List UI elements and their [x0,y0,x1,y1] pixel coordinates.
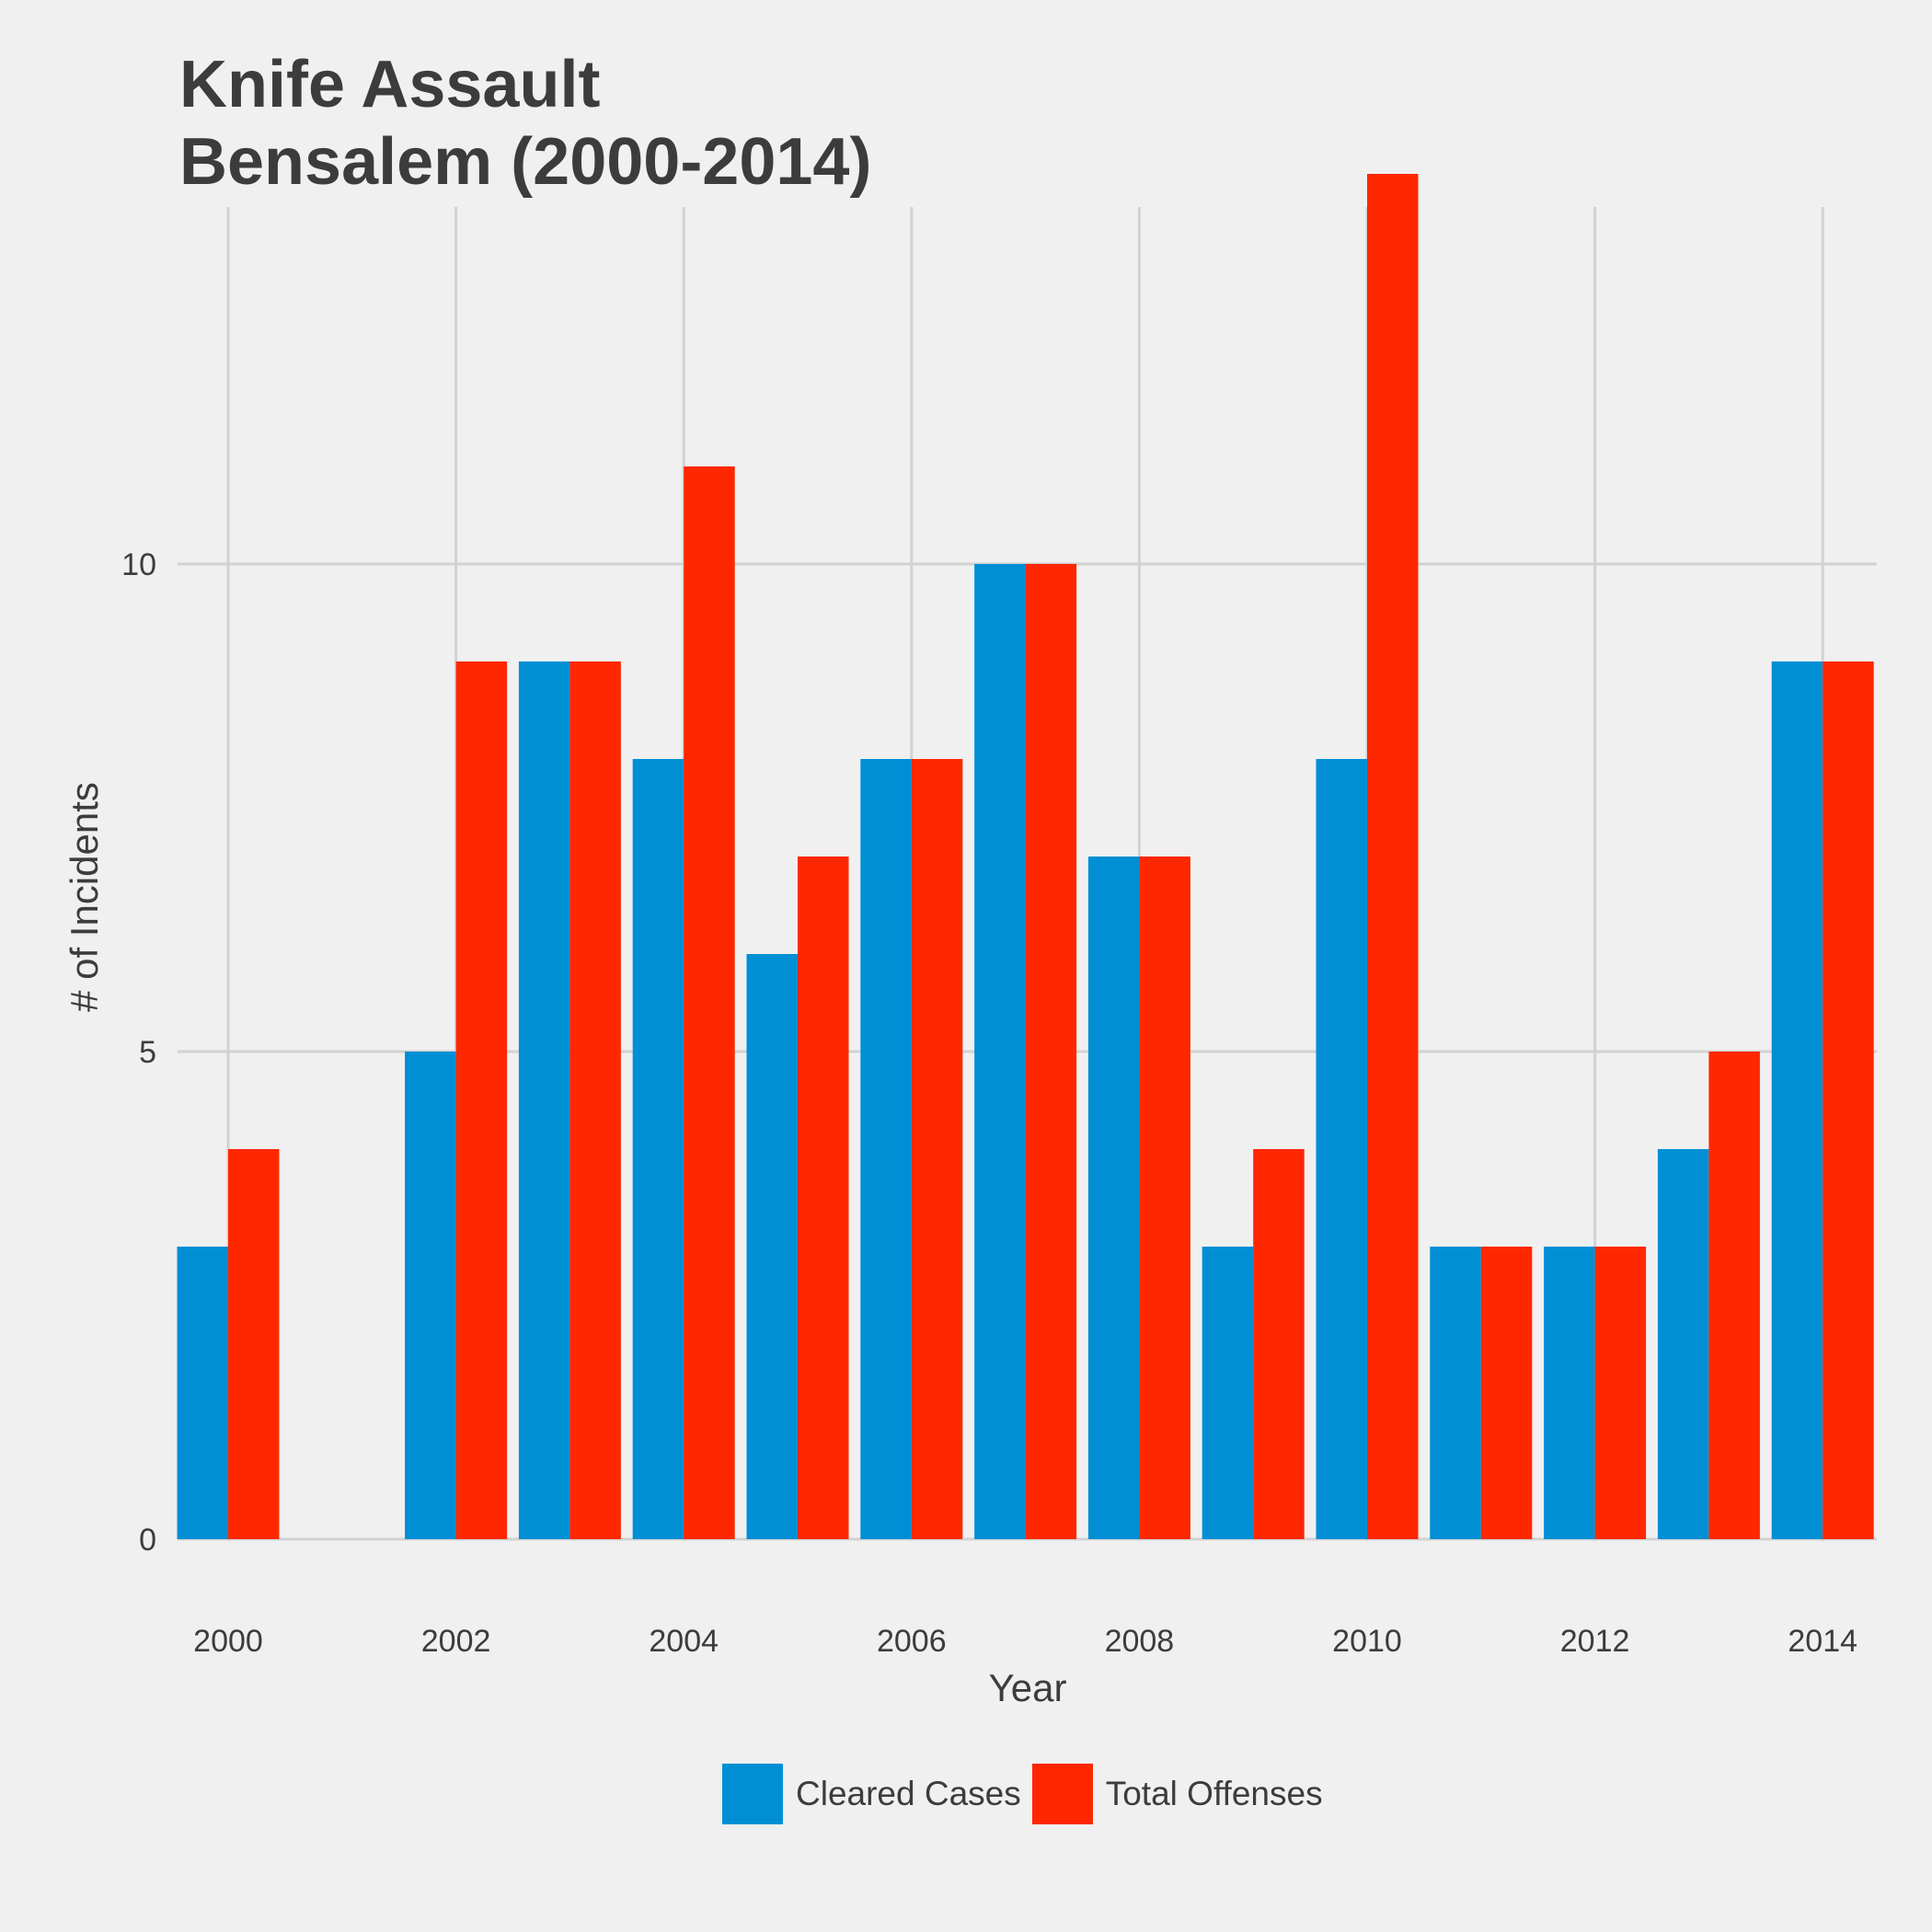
bar-total-offenses [911,759,963,1539]
bar-total-offenses [1367,174,1419,1539]
legend-item-cleared-cases: Cleared Cases [722,1764,1021,1824]
x-axis-label: Year [988,1666,1067,1709]
legend-label-cleared-cases: Cleared Cases [796,1775,1021,1812]
bar-cleared-cases [860,759,912,1539]
bar-cleared-cases [1657,1149,1709,1539]
x-tick-label: 2006 [877,1624,947,1659]
chart-title: Knife Assault [179,48,601,121]
bar-total-offenses [455,661,508,1539]
chart-title-block: Knife Assault Bensalem (2000-2014) [179,46,871,201]
bar-cleared-cases [1202,1247,1254,1539]
bar-cleared-cases [974,564,1026,1539]
y-tick-label: 0 [139,1523,156,1558]
bar-cleared-cases [177,1247,228,1539]
bar-total-offenses [569,661,621,1539]
bar-total-offenses [684,466,735,1539]
bar-cleared-cases [1430,1247,1481,1539]
x-tick-label: 2014 [1788,1624,1857,1659]
bar-total-offenses [1253,1149,1305,1539]
bar-cleared-cases [1087,857,1140,1539]
bar-total-offenses [798,857,849,1539]
bar-total-offenses [1594,1247,1647,1539]
legend-label-total-offenses: Total Offenses [1105,1775,1323,1812]
x-tick-label: 2010 [1332,1624,1402,1659]
bar-total-offenses [1139,857,1190,1539]
bar-cleared-cases [518,661,570,1539]
bar-cleared-cases [1316,759,1367,1539]
y-tick-label: 5 [139,1035,156,1070]
x-tick-label: 2000 [193,1624,263,1659]
bar-total-offenses [228,1149,280,1539]
legend-swatch-total-offenses [1031,1764,1093,1824]
bar-total-offenses [1025,564,1077,1539]
legend: Cleared Cases Total Offenses [722,1764,1334,1824]
bar-total-offenses [1823,661,1874,1539]
bar-cleared-cases [746,954,798,1539]
chart-subtitle: Bensalem (2000-2014) [179,125,872,199]
bar-cleared-cases [405,1052,456,1539]
bar-cleared-cases [1544,1247,1595,1539]
x-tick-label: 2002 [421,1624,491,1659]
x-tick-label: 2012 [1560,1624,1630,1659]
bar-cleared-cases [1771,661,1823,1539]
y-tick-label: 10 [121,547,156,582]
x-tick-label: 2008 [1105,1624,1175,1659]
bar-total-offenses [1708,1052,1760,1539]
legend-item-total-offenses: Total Offenses [1031,1764,1323,1824]
x-tick-label: 2004 [649,1624,719,1659]
y-axis-label: # of Incidents [63,782,106,1012]
legend-swatch-cleared-cases [722,1764,783,1824]
bar-total-offenses [1480,1247,1533,1539]
bar-cleared-cases [632,759,684,1539]
